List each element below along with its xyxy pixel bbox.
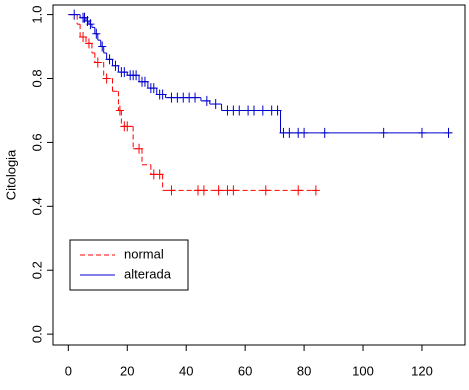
censor-mark <box>86 19 95 30</box>
censor-mark <box>202 95 211 106</box>
censor-mark <box>211 99 220 110</box>
censor-mark <box>70 9 79 20</box>
legend-box <box>69 239 189 291</box>
censor-mark <box>135 143 144 154</box>
y-tick-label: 0.6 <box>29 133 44 151</box>
censor-mark <box>285 127 294 138</box>
y-tick-label: 0.0 <box>29 325 44 343</box>
censor-mark <box>111 60 120 71</box>
censor-mark <box>123 121 132 132</box>
censor-mark <box>258 105 267 116</box>
censor-mark <box>199 185 208 196</box>
y-axis-label: Citologia <box>3 149 18 200</box>
censor-mark <box>158 89 167 100</box>
censor-mark <box>417 127 426 138</box>
censor-mark <box>102 73 111 84</box>
censor-mark <box>79 31 88 42</box>
x-tick-label: 20 <box>120 363 134 378</box>
x-tick-label: 60 <box>238 363 252 378</box>
censor-mark <box>229 185 238 196</box>
censor-mark <box>115 105 124 116</box>
censor-mark <box>149 83 158 94</box>
censor-mark <box>140 76 149 87</box>
y-tick-label: 0.2 <box>29 261 44 279</box>
censor-mark <box>320 127 329 138</box>
legend-label: normal <box>124 246 164 261</box>
censor-mark <box>98 41 107 52</box>
censor-mark <box>84 38 93 49</box>
censor-mark <box>191 92 200 103</box>
censor-mark <box>294 185 303 196</box>
censor-mark <box>120 67 129 78</box>
y-tick-label: 1.0 <box>29 6 44 24</box>
censor-mark <box>300 127 309 138</box>
censor-mark <box>132 70 141 81</box>
censor-mark <box>311 185 320 196</box>
censor-mark <box>444 127 453 138</box>
censor-mark <box>379 127 388 138</box>
x-tick-label: 40 <box>179 363 193 378</box>
censor-mark <box>261 185 270 196</box>
censor-mark <box>93 57 102 68</box>
censor-mark <box>105 54 114 65</box>
legend-label: alterada <box>124 266 172 281</box>
x-tick-label: 80 <box>297 363 311 378</box>
y-tick-label: 0.8 <box>29 69 44 87</box>
x-tick-label: 100 <box>352 363 374 378</box>
censor-mark <box>273 105 282 116</box>
censor-mark <box>214 185 223 196</box>
censor-mark <box>167 185 176 196</box>
y-tick-label: 0.4 <box>29 197 44 215</box>
censor-mark <box>92 28 101 39</box>
x-tick-label: 0 <box>65 363 72 378</box>
censor-mark <box>249 105 258 116</box>
plot-frame <box>52 4 466 346</box>
censor-mark <box>155 169 164 180</box>
censor-mark <box>235 105 244 116</box>
x-tick-label: 120 <box>411 363 433 378</box>
